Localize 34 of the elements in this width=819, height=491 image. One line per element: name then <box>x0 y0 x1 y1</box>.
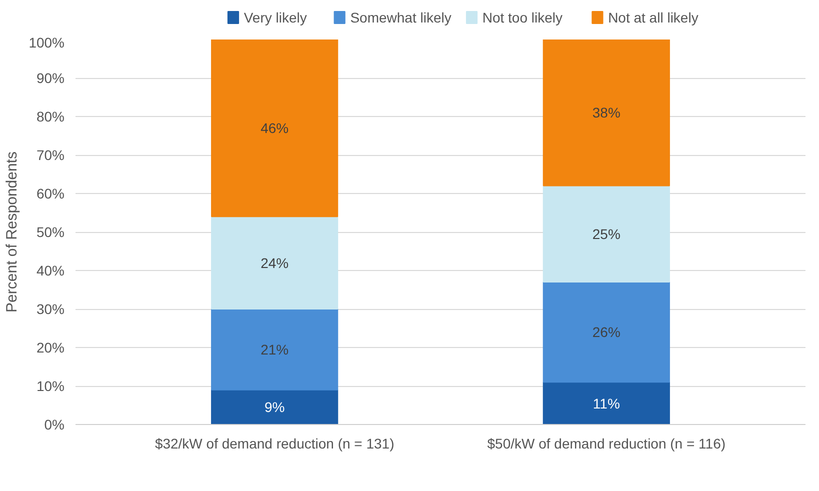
y-tick-label: 70% <box>36 147 65 163</box>
y-tick-label: 40% <box>36 262 65 278</box>
data-label: 11% <box>592 395 620 412</box>
y-tick-label: 50% <box>36 224 65 240</box>
y-tick-label: 60% <box>36 186 65 202</box>
bar <box>542 185 670 283</box>
y-tick-label: 30% <box>36 301 65 317</box>
x-tick-label: $32/kW of demand reduction (n = 131) <box>154 436 394 452</box>
y-tick-label: 20% <box>36 340 65 356</box>
bar <box>211 308 338 390</box>
bar <box>211 40 338 218</box>
y-tick-label: 90% <box>36 70 65 86</box>
data-label: 21% <box>260 341 289 358</box>
y-tick-label: 100% <box>28 34 65 50</box>
legend-label: Very likely <box>244 10 307 26</box>
legend-label: Not too likely <box>482 10 563 26</box>
data-label: 38% <box>592 104 620 121</box>
data-label: 25% <box>592 226 620 242</box>
y-axis-title: Percent of Respondents <box>4 152 21 312</box>
legend-label: Not at all likely <box>608 10 698 26</box>
legend-label: Somewhat likely <box>350 10 452 26</box>
bar <box>542 40 670 186</box>
data-label: 46% <box>260 120 289 136</box>
y-tick-label: 80% <box>36 108 65 124</box>
x-tick-label: $50/kW of demand reduction (n = 116) <box>487 436 726 452</box>
y-tick-label: 10% <box>36 378 65 394</box>
bar <box>211 389 338 424</box>
bar <box>542 382 670 424</box>
data-label: 9% <box>264 399 285 416</box>
y-tick-label: 0% <box>44 416 64 432</box>
bar <box>542 282 670 383</box>
bar <box>211 216 338 310</box>
data-label: 24% <box>260 254 289 271</box>
data-label: 26% <box>592 324 620 340</box>
